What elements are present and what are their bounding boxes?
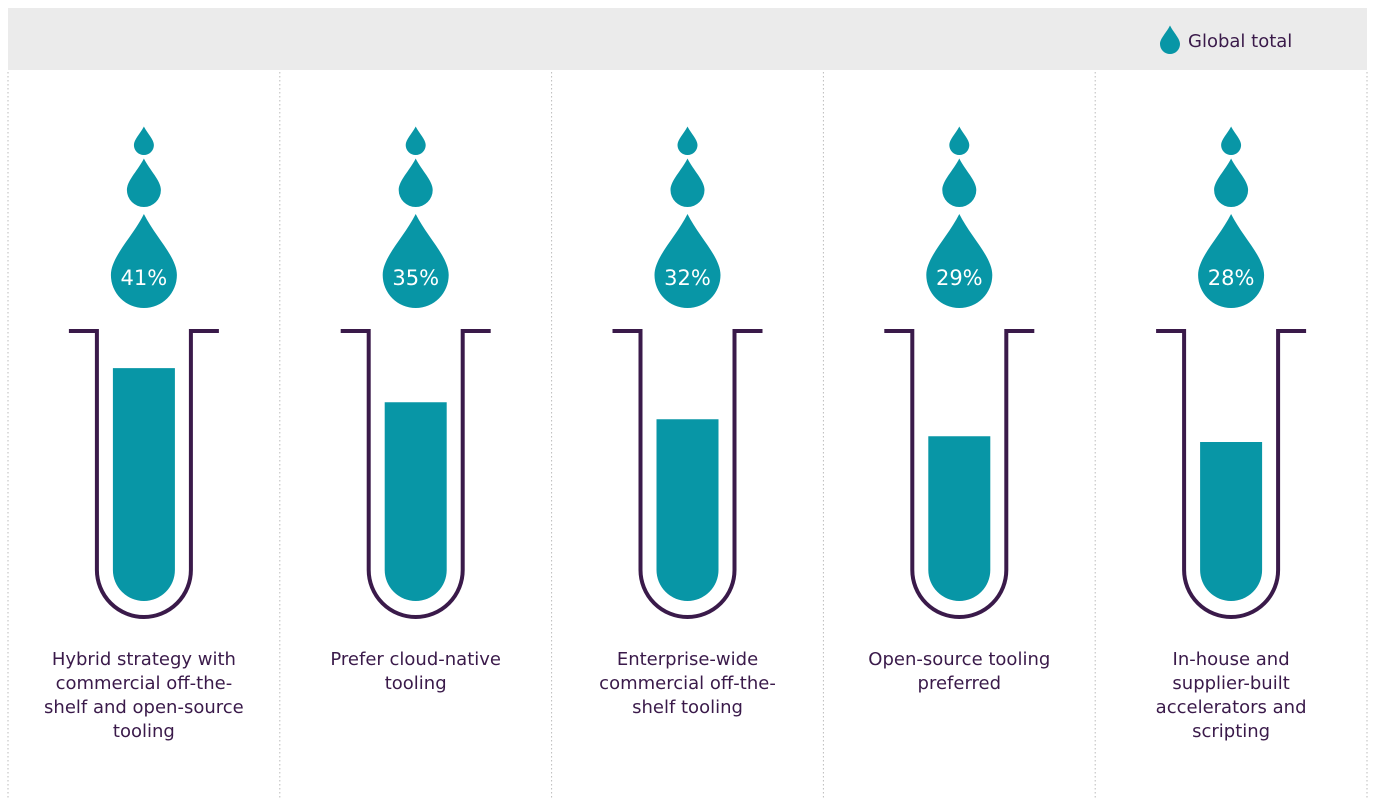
drop-large [926,213,993,309]
drop-small [133,126,154,155]
test-tube [1156,329,1307,619]
category-label: Hybrid strategy with commercial off-the-… [44,649,244,742]
category-label: Enterprise-wide commercial off-the-shelf… [599,649,776,718]
value-label: 28% [1208,266,1255,290]
legend-label: Global total [1188,31,1292,52]
legend-marker [1160,25,1180,54]
bar [112,368,175,601]
drop-medium [942,158,977,207]
drop-large [382,213,449,309]
value-label: 32% [664,266,711,290]
value-label: 41% [121,266,168,290]
bar [1200,441,1263,601]
bar [656,419,719,601]
drop-medium [670,158,705,207]
drop-small [1221,126,1242,155]
category-label: In-house and supplier-built accelerators… [1155,649,1307,742]
drop-medium [1214,158,1249,207]
bar [928,436,991,601]
bar [384,402,447,601]
test-tube [884,329,1035,619]
drop-small [677,126,698,155]
drop-medium [398,158,433,207]
test-tube [612,329,763,619]
value-label: 29% [936,266,983,290]
category-label: Open-source tooling preferred [868,649,1051,694]
drop-large [654,213,721,309]
test-tube [340,329,491,619]
drop-medium [126,158,161,208]
category-label: Prefer cloud-native tooling [330,649,501,694]
drop-large [1198,213,1265,309]
drop-small [949,126,970,155]
value-label: 35% [392,266,439,290]
drop-small [405,126,426,155]
test-tube [68,329,219,619]
drop-large [110,213,177,309]
header-band [8,8,1367,70]
